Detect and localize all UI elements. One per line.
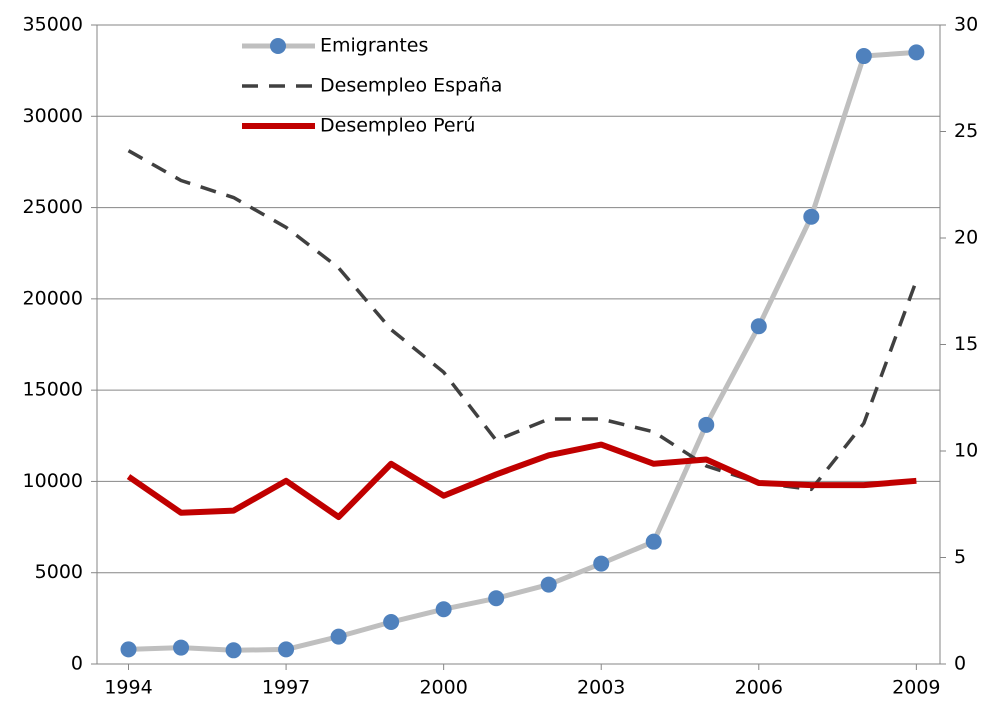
- data-point: [855, 48, 872, 65]
- data-point: [803, 208, 820, 225]
- y2-tick-label: 20: [954, 227, 978, 249]
- legend-label: Desempleo Perú: [320, 115, 475, 137]
- y2-tick-label: 0: [954, 653, 966, 675]
- x-tick-label: 1997: [262, 677, 310, 699]
- y2-tick-label: 15: [954, 333, 978, 355]
- x-tick-label: 1994: [104, 677, 152, 699]
- data-point: [435, 601, 452, 618]
- data-point: [330, 628, 347, 645]
- y-tick-label: 15000: [23, 379, 83, 401]
- data-point: [173, 639, 190, 656]
- legend-marker: [270, 38, 286, 54]
- data-point: [120, 641, 137, 658]
- x-tick-label: 2009: [892, 677, 940, 699]
- y-tick-label: 25000: [23, 196, 83, 218]
- data-point: [698, 416, 715, 433]
- y-tick-label: 35000: [23, 14, 83, 36]
- data-point: [383, 614, 400, 631]
- y2-tick-label: 5: [954, 546, 966, 568]
- y-tick-label: 30000: [23, 105, 83, 127]
- data-point: [278, 641, 295, 658]
- y-tick-label: 10000: [23, 470, 83, 492]
- data-point: [488, 590, 505, 607]
- y-tick-label: 5000: [35, 561, 83, 583]
- data-point: [593, 555, 610, 572]
- data-point: [540, 576, 557, 593]
- x-tick-label: 2000: [419, 677, 467, 699]
- y2-tick-label: 25: [954, 120, 978, 142]
- series-line: [128, 49, 917, 653]
- y2-tick-label: 10: [954, 440, 978, 462]
- x-tick-label: 2006: [735, 677, 783, 699]
- data-point: [908, 44, 925, 61]
- data-point: [225, 642, 242, 659]
- series-line: [126, 441, 917, 521]
- data-point: [750, 318, 767, 335]
- x-tick-label: 2003: [577, 677, 625, 699]
- series-line: [127, 149, 919, 492]
- legend-label: Desempleo España: [320, 75, 502, 97]
- y-tick-label: 0: [71, 653, 83, 675]
- data-point: [645, 533, 662, 550]
- y-tick-label: 20000: [23, 287, 83, 309]
- legend-label: Emigrantes: [320, 35, 428, 57]
- y2-tick-label: 30: [954, 14, 978, 36]
